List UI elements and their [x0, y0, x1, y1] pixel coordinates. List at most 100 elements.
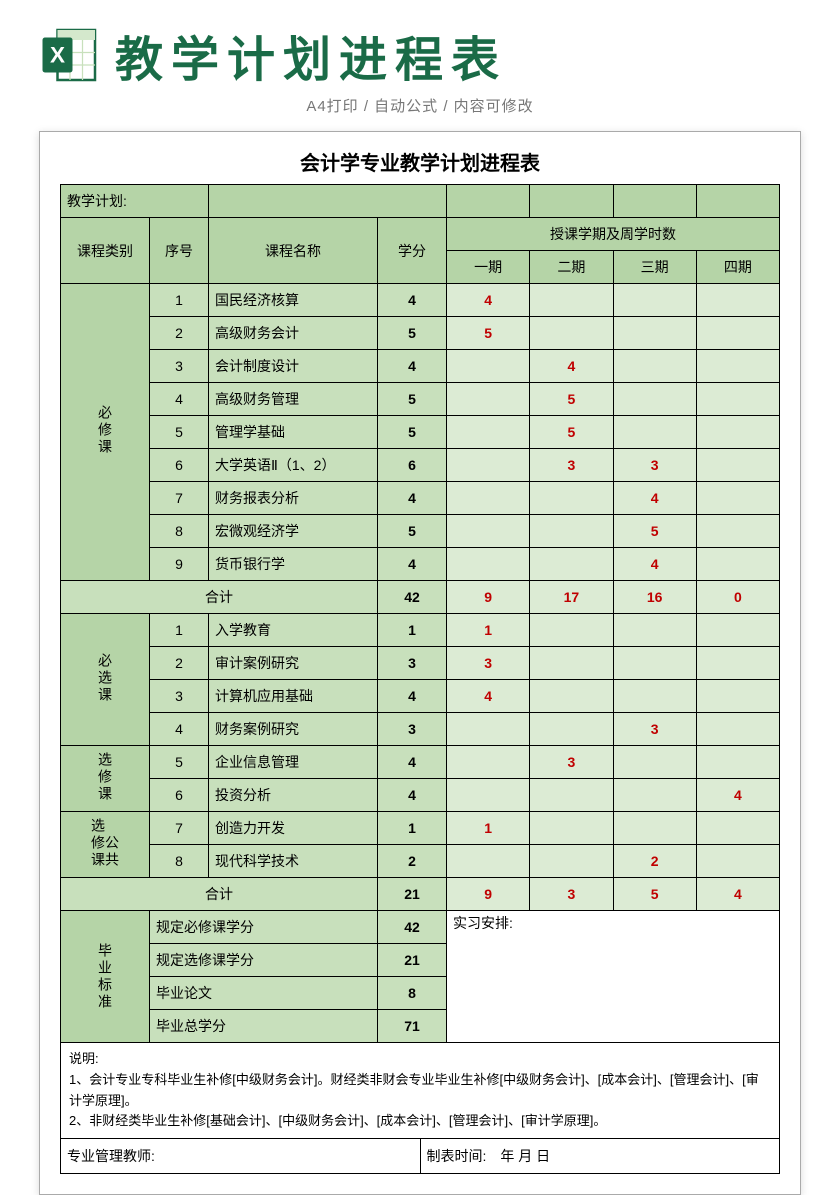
cell [613, 812, 696, 845]
cell [530, 515, 613, 548]
main-title: 教学计划进程表 [115, 20, 507, 90]
cell: 3 [530, 746, 613, 779]
cell [696, 317, 779, 350]
cell [696, 515, 779, 548]
cell: 宏微观经济学 [209, 515, 378, 548]
col-credit: 学分 [378, 218, 447, 284]
cell: 4 [150, 383, 209, 416]
col-s2: 二期 [530, 251, 613, 284]
footer-row: 专业管理教师:制表时间: 年 月 日 [60, 1139, 780, 1174]
cell [613, 350, 696, 383]
note-1: 1、会计专业专科毕业生补修[中级财务会计]。财经类非财会专业毕业生补修[中级财务… [69, 1070, 771, 1112]
cell: 5 [150, 746, 209, 779]
cell [447, 350, 530, 383]
cell: 7 [150, 812, 209, 845]
cell [696, 746, 779, 779]
cell [447, 845, 530, 878]
cell: 1 [447, 614, 530, 647]
cell: 2 [378, 845, 447, 878]
cell: 5 [378, 416, 447, 449]
category-cell: 选修课 [61, 746, 150, 812]
cell: 审计案例研究 [209, 647, 378, 680]
cell: 4 [378, 779, 447, 812]
cell [696, 482, 779, 515]
cell [447, 416, 530, 449]
cell: 财务案例研究 [209, 713, 378, 746]
cell: 4 [378, 284, 447, 317]
cell: 1 [378, 812, 447, 845]
cell: 4 [696, 779, 779, 812]
notes-label: 说明: [69, 1049, 771, 1070]
cell [613, 383, 696, 416]
cell [447, 746, 530, 779]
col-cat: 课程类别 [61, 218, 150, 284]
cell: 5 [378, 515, 447, 548]
category-cell: 必选课 [61, 614, 150, 746]
cell [613, 416, 696, 449]
cell [613, 284, 696, 317]
doc-title: 会计学专业教学计划进程表 [60, 147, 780, 176]
cell: 1 [150, 284, 209, 317]
cell: 6 [378, 449, 447, 482]
cell: 4 [613, 482, 696, 515]
cell [613, 746, 696, 779]
cell: 5 [150, 416, 209, 449]
cell: 3 [378, 647, 447, 680]
cell [613, 317, 696, 350]
cell: 4 [530, 350, 613, 383]
cell [696, 845, 779, 878]
cell [696, 416, 779, 449]
cell: 货币银行学 [209, 548, 378, 581]
cell: 4 [447, 680, 530, 713]
excel-icon: X [40, 25, 100, 85]
total2-label: 合计 [61, 878, 378, 911]
schedule-table: 教学计划: 课程类别序号课程名称学分授课学期及周学时数 一期二期三期四期 必修课… [60, 184, 780, 1043]
cell [447, 482, 530, 515]
cell [613, 779, 696, 812]
cell [613, 680, 696, 713]
cell: 现代科学技术 [209, 845, 378, 878]
notes-section: 说明: 1、会计专业专科毕业生补修[中级财务会计]。财经类非财会专业毕业生补修[… [60, 1043, 780, 1139]
cell: 财务报表分析 [209, 482, 378, 515]
cell [613, 614, 696, 647]
cell: 4 [378, 482, 447, 515]
cell: 9 [150, 548, 209, 581]
cell: 3 [150, 680, 209, 713]
cell: 高级财务会计 [209, 317, 378, 350]
cell [447, 449, 530, 482]
cell [530, 317, 613, 350]
cell: 5 [530, 416, 613, 449]
cell [696, 383, 779, 416]
cell [696, 614, 779, 647]
cell: 4 [378, 680, 447, 713]
grad-cat: 毕业标准 [61, 911, 150, 1043]
cell: 8 [150, 515, 209, 548]
cell [696, 812, 779, 845]
cell: 管理学基础 [209, 416, 378, 449]
col-name: 课程名称 [209, 218, 378, 284]
cell [447, 779, 530, 812]
cell: 3 [613, 449, 696, 482]
cell: 会计制度设计 [209, 350, 378, 383]
cell: 投资分析 [209, 779, 378, 812]
cell [696, 680, 779, 713]
intern-cell: 实习安排: [447, 911, 780, 1043]
cell: 大学英语Ⅱ（1、2） [209, 449, 378, 482]
cell: 5 [378, 383, 447, 416]
teacher-label: 专业管理教师: [61, 1139, 421, 1174]
cell [696, 350, 779, 383]
cell: 计算机应用基础 [209, 680, 378, 713]
cell [696, 647, 779, 680]
cell [696, 713, 779, 746]
cell: 4 [378, 350, 447, 383]
cell: 6 [150, 449, 209, 482]
cell: 高级财务管理 [209, 383, 378, 416]
cell: 4 [378, 746, 447, 779]
cell [696, 548, 779, 581]
cell [530, 482, 613, 515]
cell: 5 [447, 317, 530, 350]
cell: 1 [150, 614, 209, 647]
cell: 4 [378, 548, 447, 581]
cell: 4 [613, 548, 696, 581]
cell [613, 647, 696, 680]
